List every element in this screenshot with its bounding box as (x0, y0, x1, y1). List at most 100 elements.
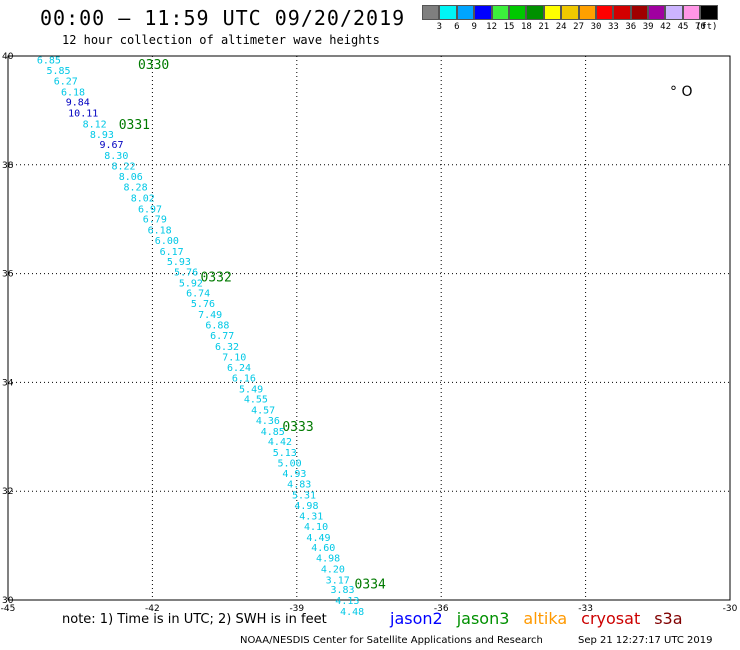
wave-height-value: 6.27 (54, 76, 78, 87)
wave-height-value: 6.97 (138, 204, 162, 215)
wave-height-value: 4.49 (306, 533, 330, 544)
legend-label: 36 (625, 22, 637, 32)
wave-height-value: 7.10 (222, 352, 246, 363)
x-tick-label: -42 (145, 604, 160, 614)
x-tick-label: -36 (434, 604, 449, 614)
legend-swatch (682, 5, 701, 20)
wave-height-value: 8.06 (119, 172, 143, 183)
track-time-label: 0330 (138, 58, 169, 73)
x-tick-label: -39 (289, 604, 304, 614)
legend-swatch (491, 5, 509, 20)
legend-swatch (665, 5, 683, 20)
wave-height-value: 4.31 (299, 512, 323, 523)
legend-label: 6 (454, 22, 460, 32)
legend-swatch (456, 5, 475, 20)
legend-labels: 3 6 9 12 15 18 21 24 27 30 33 36 39 42 45 70 (ft) (422, 20, 718, 34)
y-tick-label: 38 (2, 161, 14, 171)
credit-line: NOAA/NESDIS Center for Satellite Applica… (240, 635, 543, 646)
wave-height-value: 4.93 (282, 469, 306, 480)
satellite-cryosat: cryosat (581, 609, 641, 628)
wave-height-value: 6.32 (215, 342, 239, 353)
wave-height-value: 4.98 (294, 501, 318, 512)
legend-label: 18 (520, 22, 532, 32)
legend-label: 70 (694, 22, 706, 32)
page-subtitle: 12 hour collection of altimeter wave hei… (62, 33, 380, 47)
wave-height-value: 3.17 (326, 575, 350, 586)
track-time-label: 0331 (119, 118, 150, 133)
legend-label: 12 (486, 22, 498, 32)
wave-height-value: 8.22 (111, 161, 135, 172)
x-tick-label: -45 (1, 604, 16, 614)
track-time-label: 0334 (355, 578, 386, 593)
satellite-jason2: jason2 (390, 609, 443, 628)
legend-swatch (578, 5, 596, 20)
legend-swatch (526, 5, 544, 20)
legend-label: 33 (607, 22, 619, 32)
x-tick-label: -30 (723, 604, 738, 614)
color-legend: 3 6 9 12 15 18 21 24 27 30 33 36 39 42 45 70 (ft) (422, 5, 718, 34)
wave-height-value: 6.17 (160, 247, 184, 258)
legend-label: 27 (573, 22, 585, 32)
page-title: 00:00 – 11:59 UTC 09/20/2019 (40, 6, 406, 30)
wave-height-value: 4.10 (304, 522, 328, 533)
y-tick-label: 34 (2, 378, 14, 388)
generated-timestamp: Sep 21 12:27:17 UTC 2019 (578, 635, 713, 646)
legend-swatch (508, 5, 527, 20)
wave-height-value: 6.18 (61, 87, 85, 98)
map-gridlines (8, 56, 730, 600)
wave-height-value: 5.13 (273, 448, 297, 459)
track-time-labels: 0330 0331 0332 0333 0334 (119, 58, 386, 593)
wave-height-value: 4.55 (244, 395, 268, 406)
legend-label: 21 (538, 22, 550, 32)
legend-label: 24 (555, 22, 567, 32)
track-time-label: 0333 (282, 420, 313, 435)
legend-swatch (543, 5, 562, 20)
satellite-s3a: s3a (654, 609, 683, 628)
legend-swatch (422, 5, 440, 20)
track-time-label: 0332 (201, 270, 232, 285)
altimeter-track: 6.855.856.276.189.8410.118.128.939.678.3… (37, 55, 364, 618)
satellite-jason3: jason3 (456, 609, 510, 628)
wave-height-value: 4.60 (311, 543, 335, 554)
wave-height-value: 9.84 (66, 98, 90, 109)
wave-height-value: 8.28 (124, 183, 148, 194)
wave-height-value: 5.31 (292, 490, 316, 501)
wave-height-value: 4.57 (251, 406, 275, 417)
legend-label: 39 (642, 22, 654, 32)
legend-swatch (439, 5, 457, 20)
wave-height-value: 8.02 (131, 193, 155, 204)
wave-height-value: 5.92 (179, 278, 203, 289)
legend-label: 15 (503, 22, 515, 32)
legend-swatch (700, 5, 718, 20)
island-label: ° O (670, 84, 692, 100)
wave-height-value: 8.93 (90, 130, 114, 141)
wave-height-value: 5.76 (191, 299, 215, 310)
wave-height-value: 4.13 (335, 596, 359, 607)
axis-ticks: -45 -42 -39 -36 -33 -30 40 38 36 34 32 30 (1, 52, 738, 614)
wave-height-value: 6.00 (155, 236, 179, 247)
legend-swatches (422, 5, 718, 20)
wave-height-value: 6.16 (232, 374, 256, 385)
wave-height-value: 4.83 (287, 480, 311, 491)
wave-height-value: 8.30 (104, 151, 128, 162)
wave-height-value: 6.85 (37, 55, 61, 66)
wave-height-value: 6.79 (143, 215, 167, 226)
legend-label: 30 (590, 22, 602, 32)
footnote: note: 1) Time is in UTC; 2) SWH is in fe… (62, 612, 327, 627)
y-tick-label: 36 (2, 270, 14, 280)
wave-height-value: 5.76 (174, 267, 198, 278)
wave-height-value: 8.12 (83, 119, 107, 130)
wave-height-value: 5.49 (239, 384, 263, 395)
wave-height-value: 5.85 (47, 66, 71, 77)
x-tick-label: -33 (578, 604, 593, 614)
wave-height-value: 4.42 (268, 437, 292, 448)
wave-height-value: 10.11 (68, 109, 98, 120)
wave-height-value: 4.98 (316, 554, 340, 565)
satellite-legend: jason2 jason3 altika cryosat s3a (390, 609, 697, 628)
legend-swatch (648, 5, 666, 20)
wave-height-value: 4.48 (340, 607, 364, 618)
legend-label: 45 (677, 22, 689, 32)
wave-height-value: 4.85 (261, 427, 285, 438)
wave-height-value: 4.20 (321, 564, 345, 575)
